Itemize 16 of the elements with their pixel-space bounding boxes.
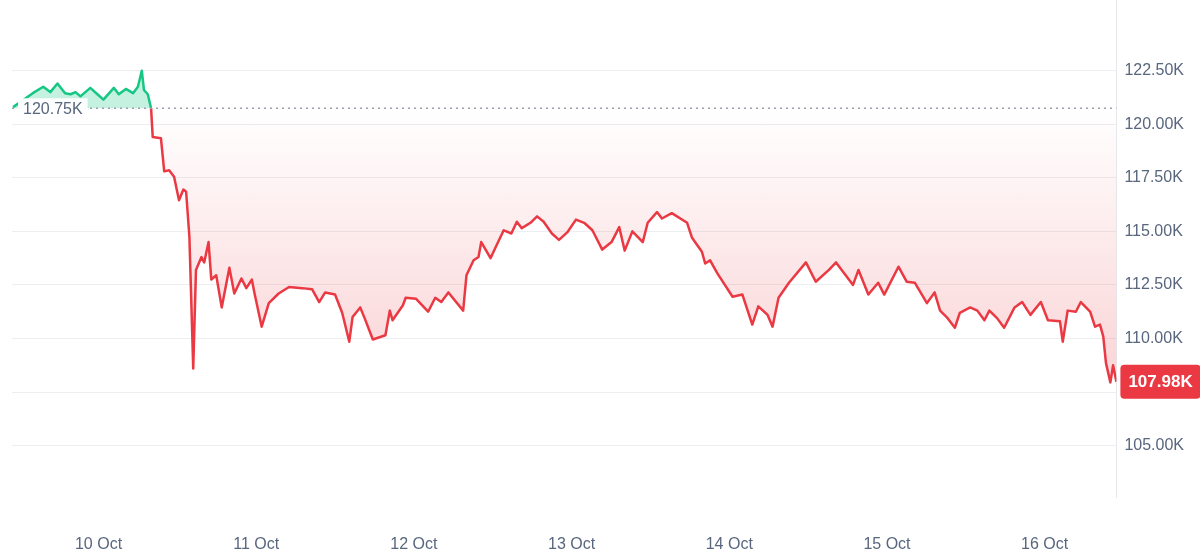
annotation: 107.98K xyxy=(1128,372,1194,392)
x-tick-label: 15 Oct xyxy=(863,535,912,553)
x-tick-label: 16 Oct xyxy=(1021,535,1069,553)
x-tick-label: 12 Oct xyxy=(390,535,439,553)
ref-line-label: 120.75K xyxy=(23,99,83,117)
x-tick-label: 10 Oct xyxy=(74,535,123,553)
y-tick-label: 117.50K xyxy=(1124,168,1184,186)
x-tick-label: 14 Oct xyxy=(705,535,754,553)
y-tick-label: 110.00K xyxy=(1124,328,1184,346)
x-tick-label: 11 Oct xyxy=(233,535,280,553)
y-tick-label: 120.00K xyxy=(1124,114,1185,132)
y-tick-label: 115.00K xyxy=(1124,221,1184,239)
y-tick-label: 105.00K xyxy=(1124,435,1185,453)
x-tick-label: 13 Oct xyxy=(548,535,596,553)
y-tick-label: 122.50K xyxy=(1124,61,1185,79)
y-tick-label: 112.50K xyxy=(1124,275,1184,293)
